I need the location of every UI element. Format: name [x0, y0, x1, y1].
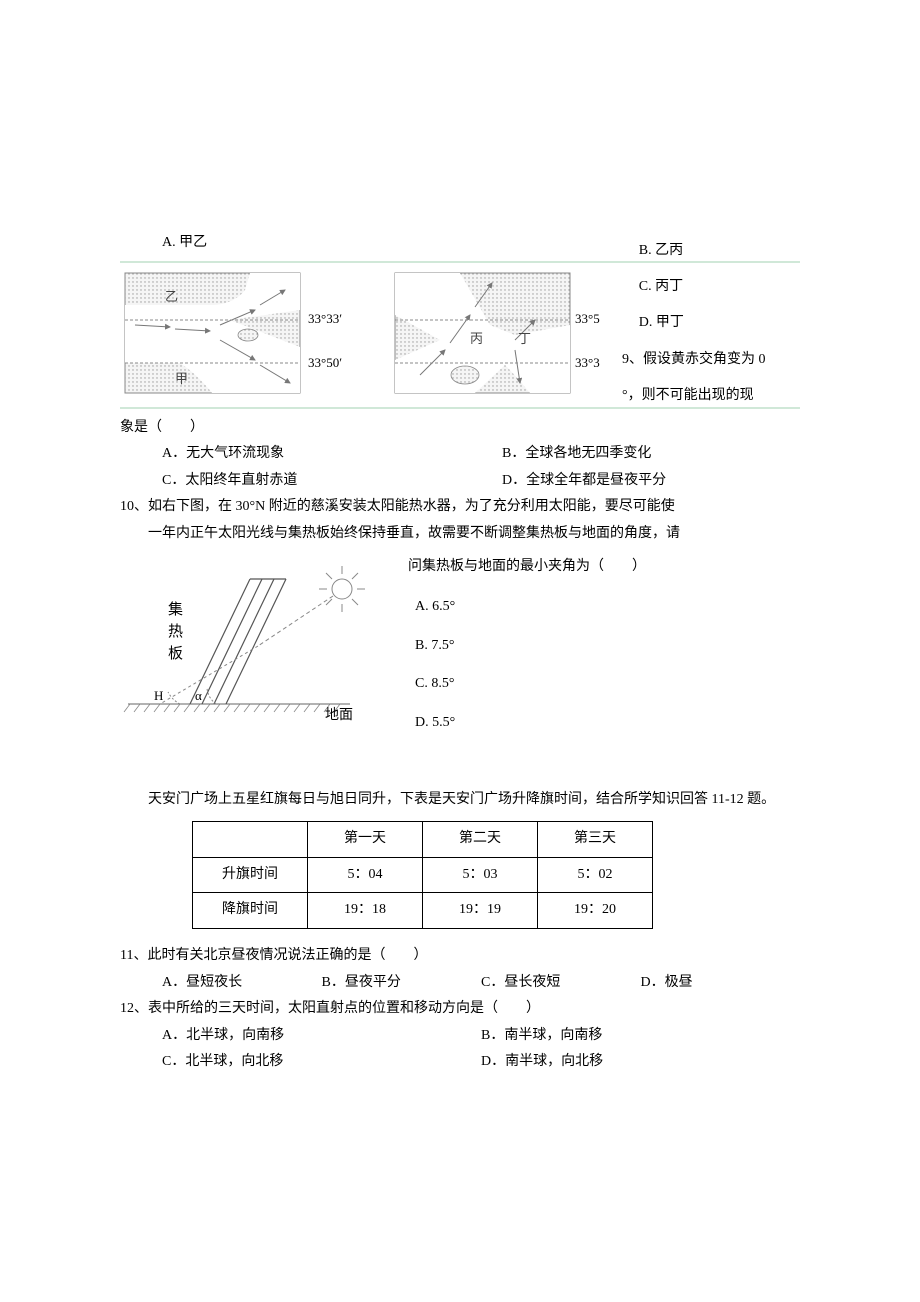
q9-opts-row1: A．无大气环流现象 B．全球各地无四季变化: [120, 441, 800, 468]
q9-opt-b: B．全球各地无四季变化: [460, 441, 800, 468]
q9-opts-row2: C．太阳终年直射赤道 D．全球全年都是昼夜平分: [120, 468, 800, 495]
q8-figure-block: 乙 甲 33°33′ 33°50′ 丙 丁 33°50′ 33°33′ B. 乙…: [120, 261, 800, 409]
td-l3: 19：20: [538, 893, 653, 929]
svg-text:33°50′: 33°50′: [308, 355, 342, 370]
q9-stem-b: °，则不可能出现的现: [622, 378, 802, 414]
svg-text:33°33′: 33°33′: [308, 311, 342, 326]
q10-figure: 地面 H α: [120, 554, 390, 777]
svg-text:33°50′: 33°50′: [575, 311, 600, 326]
q10-opt-a: A. 6.5°: [408, 594, 646, 621]
th-day3: 第三天: [538, 822, 653, 858]
th-day1: 第一天: [308, 822, 423, 858]
td-r2: 5：03: [423, 857, 538, 893]
q9-opt-d: D．全球全年都是昼夜平分: [460, 468, 800, 495]
svg-text:33°33′: 33°33′: [575, 355, 600, 370]
label-jia: 甲: [175, 371, 188, 386]
q10-opt-d: D. 5.5°: [408, 710, 646, 737]
td-r1: 5：04: [308, 857, 423, 893]
q8-map-svg: 乙 甲 33°33′ 33°50′ 丙 丁 33°50′ 33°33′: [120, 265, 600, 405]
q9-opt-a: A．无大气环流现象: [120, 441, 460, 468]
td-lower-label: 降旗时间: [193, 893, 308, 929]
q12-opt-c: C．北半球，向北移: [162, 1049, 481, 1076]
td-l1: 19：18: [308, 893, 423, 929]
td-l2: 19：19: [423, 893, 538, 929]
q10-options: 问集热板与地面的最小夹角为（ ） A. 6.5° B. 7.5° C. 8.5°…: [408, 526, 646, 749]
q11-stem: 11、此时有关北京昼夜情况说法正确的是（ ）: [120, 943, 800, 970]
q11-opt-b: B．昼夜平分: [322, 970, 482, 997]
label-ding: 丁: [518, 331, 531, 346]
q12-opts-row2: C．北半球，向北移 D．南半球，向北移: [120, 1049, 800, 1076]
th-blank: [193, 822, 308, 858]
svg-text:热: 热: [168, 623, 183, 640]
td-raise-label: 升旗时间: [193, 857, 308, 893]
q11-opt-d: D．极昼: [641, 970, 801, 997]
q8-opt-b: B. 乙丙: [622, 233, 802, 269]
q12-opt-b: B．南半球，向南移: [481, 1023, 800, 1050]
svg-text:地面: 地面: [325, 707, 353, 723]
q8-opt-d: D. 甲丁: [622, 305, 802, 341]
intro-11-12: 天安门广场上五星红旗每日与旭日同升，下表是天安门广场升降旗时间，结合所学知识回答…: [120, 787, 800, 814]
q10-opt-b: B. 7.5°: [408, 633, 646, 660]
q11-opts: A．昼短夜长 B．昼夜平分 C．昼长夜短 D．极昼: [120, 970, 800, 997]
label-yi: 乙: [165, 289, 178, 304]
q8-right-options: B. 乙丙 C. 丙丁 D. 甲丁 9、假设黄赤交角变为 0 °，则不可能出现的…: [622, 233, 802, 415]
th-day2: 第二天: [423, 822, 538, 858]
svg-text:H: H: [154, 688, 163, 703]
q10-stem1: 10、如右下图，在 30°N 附近的慈溪安装太阳能热水器，为了充分利用太阳能，要…: [120, 494, 800, 521]
q10-block: 地面 H α: [120, 554, 800, 777]
q12-opt-d: D．南半球，向北移: [481, 1049, 800, 1076]
flag-time-table: 第一天 第二天 第三天 升旗时间 5：04 5：03 5：02 降旗时间 19：…: [192, 821, 653, 929]
q9-opt-c: C．太阳终年直射赤道: [120, 468, 460, 495]
q12-opt-a: A．北半球，向南移: [162, 1023, 481, 1050]
q12-stem: 12、表中所给的三天时间，太阳直射点的位置和移动方向是（ ）: [120, 996, 800, 1023]
q10-opt-c: C. 8.5°: [408, 671, 646, 698]
label-bing: 丙: [470, 331, 483, 346]
q11-opt-a: A．昼短夜长: [162, 970, 322, 997]
q11-opt-c: C．昼长夜短: [481, 970, 641, 997]
q12-opts-row1: A．北半球，向南移 B．南半球，向南移: [120, 1023, 800, 1050]
q9-stem-tail: 象是（ ）: [120, 415, 800, 442]
td-r3: 5：02: [538, 857, 653, 893]
q10-stem3: 问集热板与地面的最小夹角为（ ）: [408, 554, 646, 581]
svg-text:板: 板: [168, 644, 183, 662]
q8-opt-c: C. 丙丁: [622, 269, 802, 305]
q9-stem-a: 9、假设黄赤交角变为 0: [622, 342, 802, 378]
svg-text:α: α: [195, 688, 202, 703]
svg-text:集: 集: [168, 601, 183, 618]
